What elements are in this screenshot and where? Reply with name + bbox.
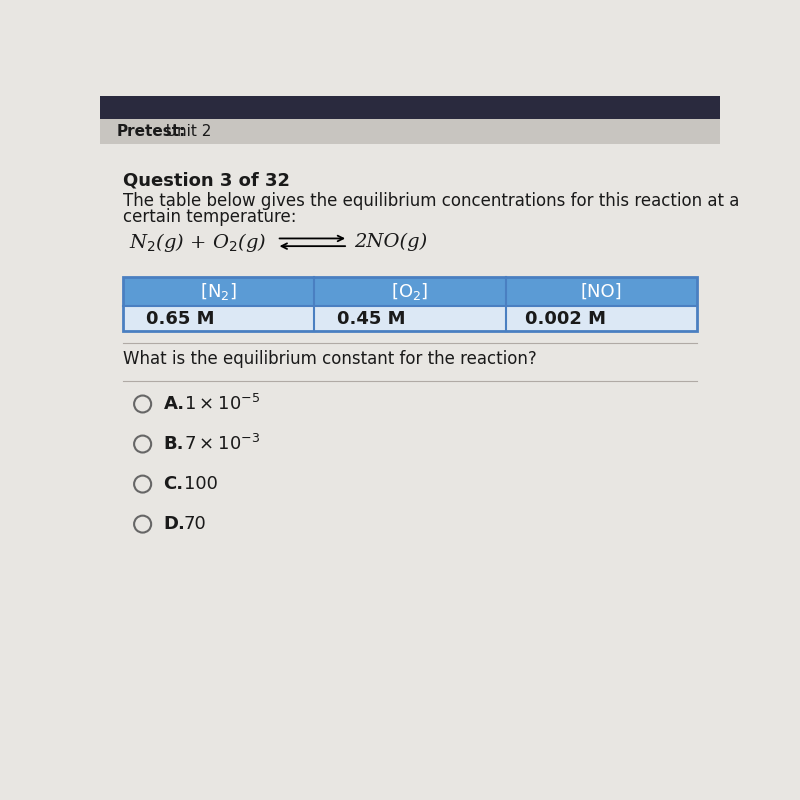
Bar [123,277,314,306]
Text: 0.65 M: 0.65 M [146,310,214,327]
Text: 0.45 M: 0.45 M [338,310,406,327]
Text: 100: 100 [184,475,218,493]
Text: B.: B. [163,435,184,453]
Text: The table below gives the equilibrium concentrations for this reaction at a: The table below gives the equilibrium co… [123,192,740,210]
Text: 70: 70 [184,515,206,533]
Text: [N$_2$]: [N$_2$] [201,281,237,302]
Text: Unit 2: Unit 2 [117,124,211,139]
Bar [123,306,314,331]
Text: Question 3 of 32: Question 3 of 32 [123,171,290,190]
Text: Pretest:: Pretest: [117,124,186,139]
Text: [O$_2$]: [O$_2$] [391,281,429,302]
Text: D.: D. [163,515,186,533]
Text: A.: A. [163,395,185,413]
Text: What is the equilibrium constant for the reaction?: What is the equilibrium constant for the… [123,350,537,368]
Text: C.: C. [163,475,184,493]
Bar [314,306,506,331]
Bar [506,306,697,331]
Bar [123,277,697,331]
Text: $7 \times 10^{-3}$: $7 \times 10^{-3}$ [184,434,260,454]
Bar [100,96,720,119]
Text: 2NO(g): 2NO(g) [354,233,427,251]
Text: certain temperature:: certain temperature: [123,208,297,226]
Text: $1 \times 10^{-5}$: $1 \times 10^{-5}$ [184,394,260,414]
Bar [506,277,697,306]
Text: [NO]: [NO] [580,282,622,301]
Bar [100,119,720,144]
Bar [314,277,506,306]
Text: N$_2$(g) + O$_2$(g): N$_2$(g) + O$_2$(g) [130,231,267,254]
Text: 0.002 M: 0.002 M [525,310,606,327]
